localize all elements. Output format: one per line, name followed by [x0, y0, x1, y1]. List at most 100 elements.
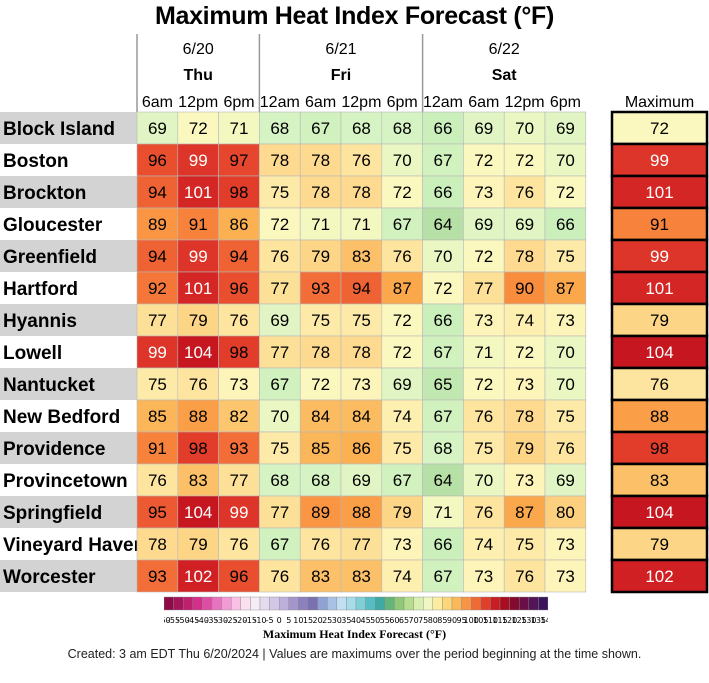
heat-cell: [299, 495, 342, 529]
heat-cell: [463, 111, 505, 145]
colorbar-tick: 35: [341, 616, 351, 625]
row-label-bg: [0, 112, 137, 144]
heat-cell: [503, 143, 546, 177]
cell-value: 66: [434, 535, 453, 554]
heat-cell: [218, 431, 260, 465]
cell-value: 89: [311, 503, 330, 522]
heat-cell: [340, 239, 383, 273]
colorbar-tick: 85: [437, 616, 447, 625]
heat-cell: [177, 335, 219, 369]
cell-value: 104: [184, 503, 212, 522]
heat-cell: [259, 207, 301, 241]
heat-cell: [218, 207, 260, 241]
day-date: 6/20: [183, 41, 214, 58]
cell-value: 72: [393, 183, 412, 202]
cell-value: 67: [393, 471, 412, 490]
cell-value: 83: [352, 567, 371, 586]
heat-cell: [259, 239, 301, 273]
heat-cell: [544, 495, 587, 529]
cell-value: 71: [474, 343, 493, 362]
cell-value: 75: [556, 247, 575, 266]
colorbar-swatch: [164, 596, 174, 611]
heat-cell: [503, 559, 546, 593]
colorbar: -60-55-50-45-40-35-30-25-20-15-10-505101…: [164, 596, 548, 625]
cell-value: 68: [352, 119, 371, 138]
cell-value: 94: [230, 247, 249, 266]
cell-value: 71: [434, 503, 453, 522]
location-label: Providence: [3, 439, 105, 460]
cell-value: 71: [230, 119, 249, 138]
heat-cell: [422, 143, 464, 177]
cell-value: 82: [230, 407, 249, 426]
cell-value: 76: [352, 151, 371, 170]
cell-value: 76: [189, 375, 208, 394]
cell-value: 67: [434, 567, 453, 586]
heat-cell: [299, 367, 342, 401]
heat-cell: [503, 463, 546, 497]
cell-value: 68: [393, 119, 412, 138]
colorbar-swatch: [288, 596, 299, 611]
heat-cell: [463, 303, 505, 337]
cell-value: 83: [352, 247, 371, 266]
cell-value: 73: [556, 567, 575, 586]
colorbar-swatch: [499, 596, 510, 611]
day-date: 6/22: [489, 41, 520, 58]
colorbar-tick: -5: [266, 616, 274, 625]
cell-value: 75: [270, 183, 289, 202]
cell-value: 78: [311, 183, 330, 202]
cell-value: 78: [352, 183, 371, 202]
heat-cell: [299, 207, 342, 241]
cell-value: 66: [434, 183, 453, 202]
heat-cell: [136, 431, 179, 465]
heat-cell: [136, 399, 179, 433]
colorbar-swatch: [183, 596, 194, 611]
cell-value: 96: [230, 279, 249, 298]
colorbar-tick: -15: [244, 616, 257, 625]
max-cell: [610, 366, 709, 402]
heat-cell: [340, 111, 383, 145]
cell-value: 77: [270, 343, 289, 362]
cell-value: 91: [148, 439, 167, 458]
cell-value: 72: [270, 215, 289, 234]
heat-cell: [136, 335, 179, 369]
cell-value: 75: [270, 439, 289, 458]
cell-value: 92: [148, 279, 167, 298]
heat-cell: [218, 303, 260, 337]
cell-value: 86: [352, 439, 371, 458]
heat-cell: [218, 175, 260, 209]
colorbar-swatch: [519, 596, 530, 611]
max-value: 79: [650, 535, 669, 554]
cell-value: 76: [311, 535, 330, 554]
heat-cell: [218, 335, 260, 369]
heat-cell: [422, 559, 464, 593]
heat-cell: [422, 111, 464, 145]
cell-value: 89: [148, 215, 167, 234]
cell-value: 88: [189, 407, 208, 426]
cell-value: 75: [393, 439, 412, 458]
heat-cell: [340, 175, 383, 209]
cell-value: 78: [311, 343, 330, 362]
heat-cell: [299, 463, 342, 497]
heat-cell: [544, 143, 587, 177]
heat-cell: [340, 527, 383, 561]
max-value: 99: [650, 247, 669, 266]
heat-cell: [177, 495, 219, 529]
cell-value: 70: [556, 343, 575, 362]
cell-value: 78: [515, 247, 534, 266]
cell-value: 90: [515, 279, 534, 298]
colorbar-swatch: [326, 596, 337, 611]
row-label-bg: [0, 336, 137, 368]
colorbar-swatch: [538, 596, 548, 611]
max-value: 83: [650, 471, 669, 490]
row-label-bg: [0, 144, 137, 176]
hour-label: 6pm: [387, 94, 418, 111]
cell-value: 76: [270, 247, 289, 266]
cell-value: 76: [393, 247, 412, 266]
cell-value: 73: [393, 535, 412, 554]
cell-value: 72: [515, 151, 534, 170]
hour-label: 6pm: [223, 94, 254, 111]
colorbar-swatch: [374, 596, 385, 611]
heat-cell: [259, 559, 301, 593]
cell-value: 72: [311, 375, 330, 394]
heat-cell: [422, 495, 464, 529]
